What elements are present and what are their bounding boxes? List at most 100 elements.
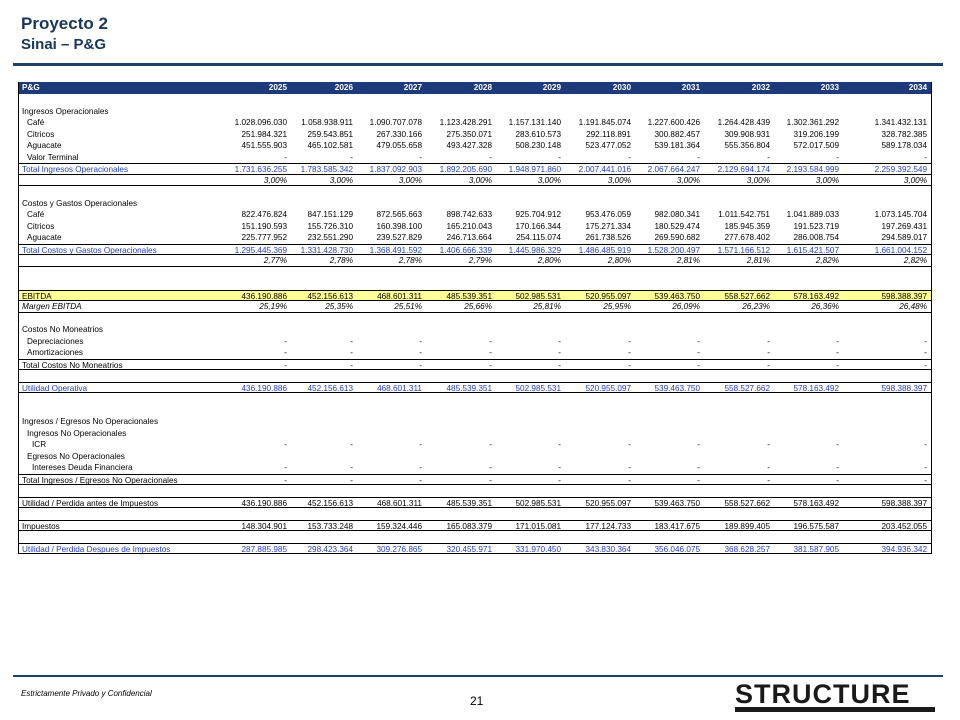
value-cell: 465.102.581	[307, 141, 353, 150]
confidential-note: Estrictamente Privado y Confidencial	[21, 689, 152, 698]
table-row: Café 1.028.096.030 1.058.938.911 1.090.707.…	[19, 117, 931, 129]
table-ebitda-row: EBITDA 436.190.886 452.156.613 468.601.311 4…	[19, 289, 931, 301]
value-cell: -	[767, 475, 770, 485]
value-cell: 572.017.509	[793, 141, 839, 150]
value-cell: 3,00%	[398, 175, 422, 185]
value-cell: 1.731.636.255	[234, 165, 287, 174]
value-cell: 1.191.845.074	[578, 118, 631, 127]
value-cell: 1.783.585.342	[300, 165, 353, 174]
value-cell: 847.151.129	[307, 210, 353, 219]
row-label: Total Costos y Gastos Operacionales	[22, 245, 157, 255]
value-cell: -	[350, 152, 353, 162]
value-cell: 275.350.071	[446, 129, 492, 139]
value-cell: -	[924, 336, 927, 346]
value-cell: -	[350, 336, 353, 346]
value-cell: 294.589.017	[881, 233, 927, 242]
value-cell: 25,81%	[533, 302, 561, 311]
value-cell: 2,82%	[903, 256, 927, 265]
row-label: Café	[27, 210, 45, 219]
value-cell: 356.046.075	[654, 544, 700, 554]
year-header: 2027	[403, 83, 422, 92]
value-cell: 598.388.397	[881, 383, 927, 393]
value-cell: 1.227.600.426	[647, 118, 700, 127]
value-cell: 1.341.432.131	[874, 118, 927, 127]
table-section-row: Costos y Gastos Operacionales	[19, 198, 931, 210]
value-cell: 1.295.445.369	[234, 245, 287, 255]
value-cell: 1.264.428.439	[717, 118, 770, 127]
value-cell: 555.356.804	[724, 141, 770, 150]
value-cell: 25,19%	[259, 302, 287, 311]
table-row: Café 822.476.824 847.151.129 872.565.663 898…	[19, 209, 931, 221]
year-header: 2031	[681, 83, 700, 92]
value-cell: -	[558, 440, 561, 449]
value-cell: 196.575.587	[793, 521, 839, 531]
row-label: Aguacate	[27, 233, 62, 242]
table-section-row: Ingresos / Egresos No Operacionales	[19, 416, 931, 428]
row-label: Impuestos	[22, 521, 60, 531]
value-cell: 578.163.492	[793, 498, 839, 508]
value-cell: 3,00%	[537, 175, 561, 185]
value-cell: 1.615.421.507	[786, 245, 839, 255]
table-margin-row: Margen EBITDA 25,19% 25,35% 25,51% 25,66% 25,…	[19, 301, 931, 313]
value-cell: 368.628.257	[724, 544, 770, 554]
table-row: Amortizaciones - - - - - - - - - -	[19, 347, 931, 359]
value-cell: 452.156.613	[307, 291, 353, 301]
value-cell: 2,80%	[607, 256, 631, 265]
value-cell: -	[558, 152, 561, 162]
value-cell: 3,00%	[607, 175, 631, 185]
value-cell: -	[350, 348, 353, 357]
value-cell: 3,00%	[815, 175, 839, 185]
table-spacer-row	[19, 531, 931, 543]
value-cell: 468.601.311	[377, 291, 422, 301]
logo-wordmark: STRUCTURE	[735, 679, 911, 709]
value-cell: -	[836, 440, 839, 449]
table-total-row: Utilidad Operativa 436.190.886 452.156.613…	[19, 381, 931, 393]
value-cell: -	[284, 348, 287, 357]
value-cell: 180.529.474	[654, 221, 700, 231]
value-cell: -	[836, 152, 839, 162]
value-cell: -	[628, 336, 631, 346]
value-cell: 175.271.334	[585, 221, 631, 231]
value-cell: -	[419, 348, 422, 357]
value-cell: 185.945.359	[724, 221, 770, 231]
row-label: Depreciaciones	[27, 336, 84, 346]
value-cell: -	[924, 152, 927, 162]
value-cell: 520.955.097	[585, 498, 631, 508]
value-cell: -	[836, 336, 839, 346]
value-cell: -	[419, 336, 422, 346]
value-cell: -	[350, 463, 353, 472]
value-cell: -	[767, 440, 770, 449]
row-label: Ingresos No Operacionales	[27, 428, 127, 438]
year-header: 2030	[612, 83, 631, 92]
value-cell: 25,66%	[464, 302, 492, 311]
value-cell: -	[419, 463, 422, 472]
value-cell: 160.398.100	[376, 221, 422, 231]
value-cell: -	[284, 360, 287, 370]
logo-bar	[735, 707, 935, 712]
value-cell: -	[767, 348, 770, 357]
value-cell: 394.936.342	[881, 544, 927, 554]
value-cell: -	[489, 440, 492, 449]
year-header: 2025	[268, 83, 287, 92]
value-cell: -	[767, 360, 770, 370]
table-total-row: Total Costos y Gastos Operacionales 1.295…	[19, 243, 931, 255]
value-cell: 1.948.971.860	[508, 165, 561, 174]
value-cell: 2,78%	[398, 256, 422, 265]
value-cell: 2.067.664.247	[647, 165, 700, 174]
table-row: Egresos No Operacionales	[19, 451, 931, 463]
value-cell: -	[924, 360, 927, 370]
value-cell: 493.427.328	[446, 141, 492, 150]
table-growth-row: 3,00% 3,00% 3,00% 3,00% 3,00% 3,00% 3,00% 3,00%…	[19, 175, 931, 186]
value-cell: 25,51%	[394, 302, 422, 311]
value-cell: 232.551.290	[307, 233, 353, 242]
value-cell: 1.073.145.704	[874, 210, 927, 219]
value-cell: 267.330.166	[376, 129, 422, 139]
table-spacer-row	[19, 485, 931, 497]
row-label: Amortizaciones	[27, 348, 83, 357]
year-header: 2032	[751, 83, 770, 92]
table-spacer-row	[19, 393, 931, 405]
value-cell: 558.527.662	[724, 383, 770, 393]
value-cell: 436.190.886	[241, 498, 287, 508]
value-cell: -	[767, 463, 770, 472]
row-label: Costos y Gastos Operacionales	[22, 198, 138, 208]
